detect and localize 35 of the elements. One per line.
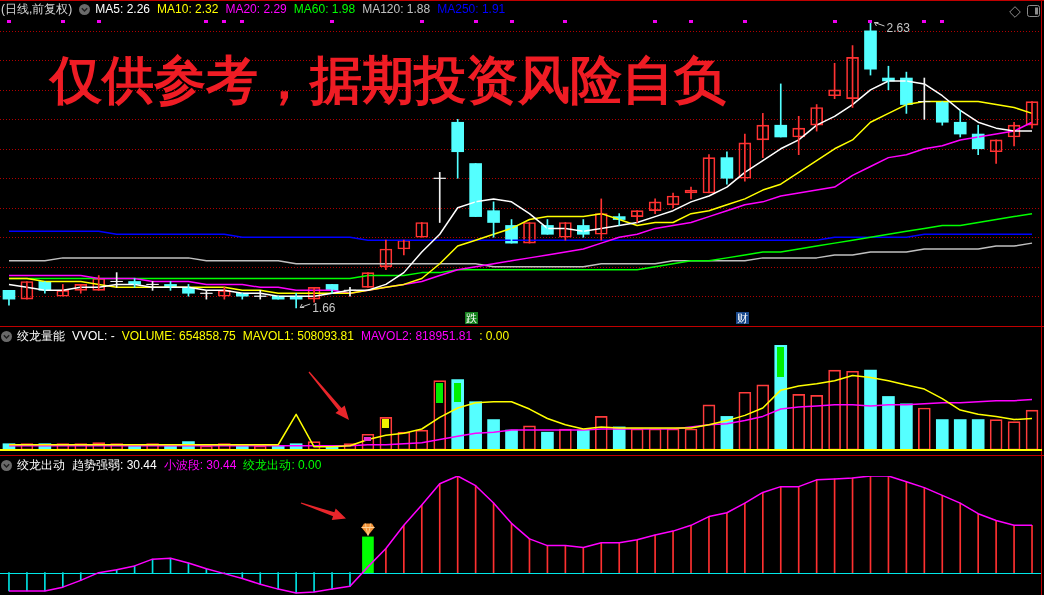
text: MAVOL2: 818951.81	[360, 328, 473, 344]
text: MA250: 1.91	[437, 1, 506, 17]
annotation: 1.66	[312, 301, 336, 316]
text: : 0.00	[479, 328, 510, 344]
text: 财	[736, 312, 749, 324]
bar	[864, 369, 877, 450]
text: MA10: 2.32	[157, 1, 219, 17]
annotation: 仅供参考，据期投资风险自负	[50, 50, 726, 110]
bar	[505, 429, 518, 450]
text: 小波段: 30.44	[163, 457, 237, 473]
bar	[935, 419, 949, 450]
bar	[576, 429, 590, 450]
text: VOLUME: 654858.75	[121, 328, 236, 344]
bar	[541, 431, 554, 450]
chart-subtitle: 趋势强弱: 30.44	[72, 457, 157, 473]
chart-subtitle: VVOL: -	[72, 328, 115, 344]
chart-title: 绞龙出动	[17, 457, 65, 473]
text: MAVOL1: 508093.81	[242, 328, 354, 344]
text: MA20: 2.29	[225, 1, 287, 17]
annotation: 2.63	[886, 21, 911, 36]
text: 绞龙出动: 0.00	[243, 457, 322, 473]
bar	[882, 396, 895, 450]
bar	[487, 419, 500, 450]
candlestick	[433, 172, 447, 223]
text: 跌	[465, 312, 478, 324]
candlestick	[253, 289, 267, 300]
bar	[953, 419, 967, 450]
bar	[469, 401, 482, 450]
chart-title: 绞龙量能	[17, 328, 65, 344]
text: MA60: 1.98	[293, 1, 356, 17]
text: MA120: 1.88	[362, 1, 431, 17]
chart-title: (日线,前复权)	[1, 1, 73, 17]
bar	[900, 403, 913, 450]
bar	[971, 419, 985, 450]
text: MA5: 2.26	[95, 1, 151, 17]
